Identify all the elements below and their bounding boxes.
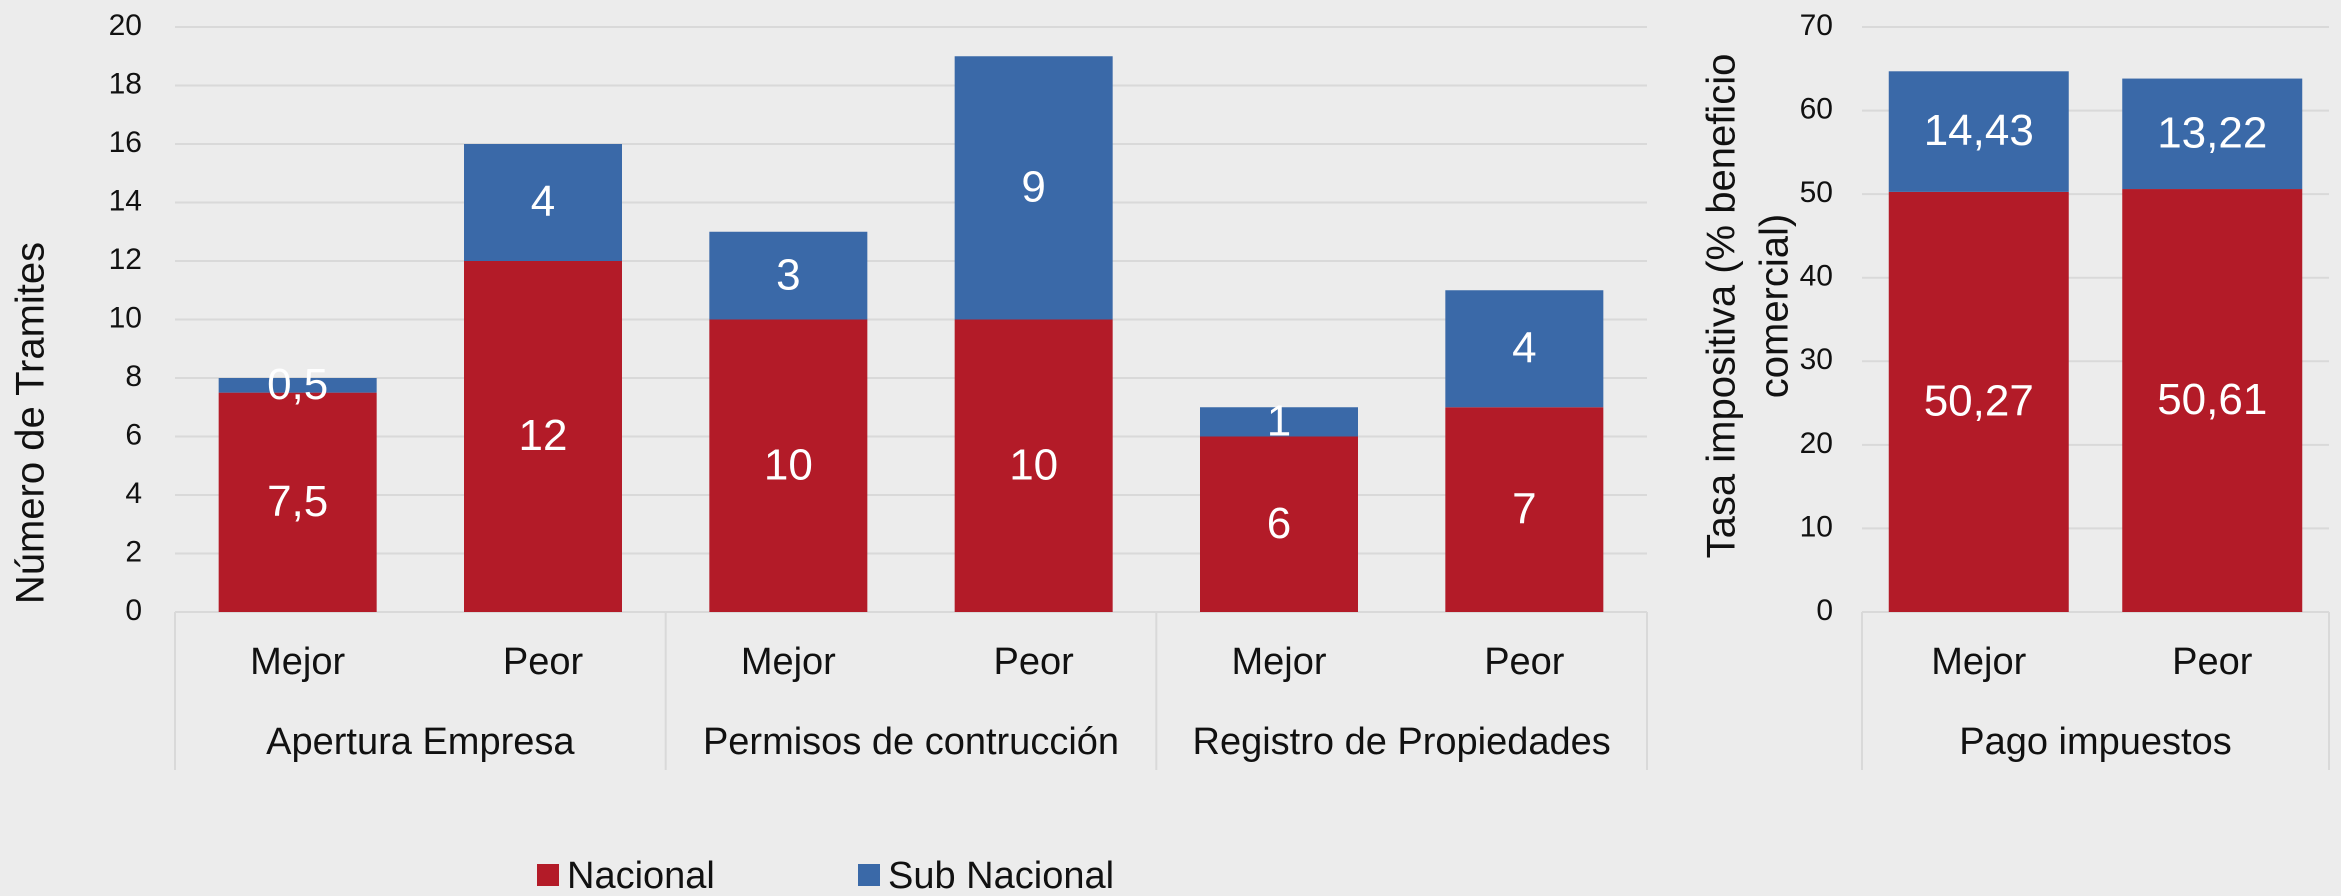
y-tick-label: 18 <box>109 67 142 100</box>
bar-segment <box>1445 407 1604 612</box>
legend-swatch <box>858 864 880 886</box>
y-tick-label: 10 <box>109 301 142 334</box>
group-label: Permisos de contrucción <box>703 721 1119 763</box>
group-label: Registro de Propiedades <box>1193 721 1611 763</box>
y-tick-label: 4 <box>125 477 142 510</box>
data-label: 7,5 <box>267 477 328 526</box>
x-tick-label: Peor <box>2172 641 2253 683</box>
y-tick-label: 0 <box>1816 594 1833 627</box>
data-label: 1 <box>1267 397 1291 446</box>
data-label: 10 <box>764 440 813 489</box>
data-label: 9 <box>1021 163 1045 212</box>
y-tick-label: 20 <box>109 9 142 42</box>
bar-segment <box>464 261 622 612</box>
y-tick-label: 30 <box>1800 343 1833 376</box>
data-label: 12 <box>519 411 568 460</box>
data-label: 13,22 <box>2157 108 2267 157</box>
bar-segment <box>464 144 622 261</box>
bar-segment <box>1200 436 1358 612</box>
bar-segment <box>954 56 1113 320</box>
y-tick-label: 20 <box>1800 427 1833 460</box>
data-label: 3 <box>776 250 800 299</box>
y-tick-label: 12 <box>109 243 142 276</box>
data-label: 7 <box>1512 484 1536 533</box>
y-tick-label: 2 <box>125 535 142 568</box>
bar-segment <box>218 378 377 393</box>
data-label: 6 <box>1267 499 1291 548</box>
y-tick-label: 60 <box>1800 92 1833 125</box>
bar-segment <box>954 319 1113 612</box>
group-label: Apertura Empresa <box>266 721 575 763</box>
x-tick-label: Mejor <box>741 641 836 683</box>
bar-segment <box>2122 78 2303 190</box>
data-label: 4 <box>531 177 555 226</box>
y-tick-label: 16 <box>109 126 142 159</box>
legend-swatch <box>537 864 559 886</box>
legend-label: Sub Nacional <box>888 855 1114 896</box>
data-label: 10 <box>1009 440 1058 489</box>
y-axis-title: comercial) <box>1753 214 1797 398</box>
y-tick-label: 14 <box>109 184 142 217</box>
x-tick-label: Peor <box>994 641 1075 683</box>
x-tick-label: Peor <box>503 641 584 683</box>
data-label: 50,27 <box>1924 377 2034 426</box>
y-axis-title: Número de Tramites <box>9 242 53 604</box>
legend-label: Nacional <box>567 855 715 896</box>
y-tick-label: 6 <box>125 418 142 451</box>
y-tick-label: 10 <box>1800 510 1833 543</box>
y-tick-label: 50 <box>1800 176 1833 209</box>
x-tick-label: Mejor <box>250 641 345 683</box>
group-label: Pago impuestos <box>1959 721 2232 763</box>
y-axis-title: Tasa impositiva (% beneficio <box>1700 54 1744 559</box>
bar-segment <box>1445 290 1604 408</box>
data-label: 0,5 <box>267 360 328 409</box>
x-tick-label: Mejor <box>1931 641 2026 683</box>
y-tick-label: 8 <box>125 360 142 393</box>
y-tick-label: 40 <box>1800 260 1833 293</box>
data-label: 14,43 <box>1924 106 2034 155</box>
bar-segment <box>709 231 868 320</box>
bar-segment <box>218 392 377 612</box>
y-tick-label: 70 <box>1800 9 1833 42</box>
bar-segment <box>1888 71 2069 192</box>
bar-segment <box>2122 189 2303 613</box>
bar-segment <box>709 319 868 612</box>
x-tick-label: Mejor <box>1231 641 1326 683</box>
y-tick-label: 0 <box>125 594 142 627</box>
x-tick-label: Peor <box>1484 641 1565 683</box>
data-label: 50,61 <box>2157 375 2267 424</box>
bar-segment <box>1200 407 1358 437</box>
bar-segment <box>1888 191 2069 613</box>
data-label: 4 <box>1512 323 1536 372</box>
